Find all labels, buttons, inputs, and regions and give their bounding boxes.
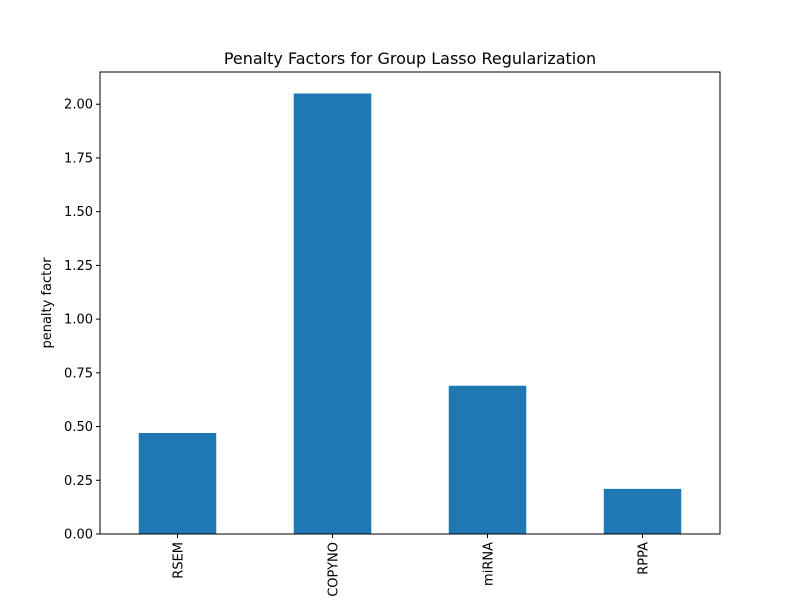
bar-mirna <box>448 385 527 534</box>
x-axis-ticks: RSEM COPYNO miRNA RPPA <box>172 534 652 597</box>
y-tick-label: 1.25 <box>64 259 93 274</box>
chart-title: Penalty Factors for Group Lasso Regulari… <box>224 49 596 68</box>
plot-frame <box>99 71 721 535</box>
y-tick-label: 2.00 <box>64 98 93 113</box>
y-tick-label: 0.00 <box>64 528 93 543</box>
bars-group <box>138 93 682 534</box>
x-tick-label: COPYNO <box>327 542 342 597</box>
y-tick-label: 1.75 <box>64 151 93 166</box>
y-axis-label: penalty factor <box>40 257 55 349</box>
y-axis-ticks: 0.00 0.25 0.50 0.75 1.00 1.25 1.50 1.75 2.00 <box>64 98 100 543</box>
x-tick-label: RSEM <box>172 542 187 579</box>
x-tick-label: miRNA <box>482 542 497 586</box>
y-tick-label: 1.50 <box>64 205 93 220</box>
x-tick-label: RPPA <box>637 542 652 575</box>
y-tick-label: 1.00 <box>64 313 93 328</box>
bar-copyno <box>293 93 372 534</box>
bar-rsem <box>138 433 217 534</box>
y-tick-label: 0.50 <box>64 420 93 435</box>
bar-rppa <box>603 488 682 534</box>
y-tick-label: 0.25 <box>64 474 93 489</box>
y-tick-label: 0.75 <box>64 366 93 381</box>
